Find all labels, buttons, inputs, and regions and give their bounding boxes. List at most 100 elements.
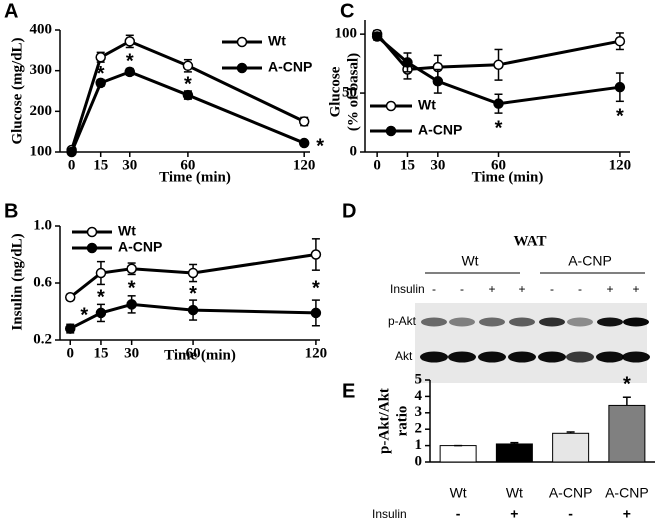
legend-marker [385,100,397,112]
legend-label: Wt [268,33,286,49]
data-point [124,66,136,78]
insulin-sign: - [550,282,554,296]
y-tick-label: 0.2 [33,331,52,347]
y-tick-label: 0 [415,453,423,469]
blot-band [566,351,594,363]
blot-row-label: Akt [395,349,413,363]
data-point [298,116,310,127]
bar [608,404,646,463]
panel-letter: D [342,200,356,222]
x-tick-label: Wt [506,485,523,501]
x-tick-label: 15 [400,157,415,173]
x-tick-label: 120 [305,345,328,361]
insulin-sign: + [510,506,518,522]
insulin-sign: + [518,282,525,296]
blot-band [597,317,623,327]
x-tick-label: 30 [430,157,445,173]
x-tick-label: 15 [93,157,108,173]
data-point [126,263,137,274]
y-axis-label: Insulin (ng/dL) [9,233,25,330]
x-tick-label: A-CNP [549,485,593,501]
y-tick-label: 100 [30,143,53,159]
data-point [64,292,76,303]
y-tick-label: 400 [30,21,53,37]
legend-marker [236,62,248,74]
x-tick-label: 30 [124,345,139,361]
error-bar [510,441,519,444]
significance-mark: * [80,304,88,326]
blot-band [420,351,448,363]
blot-image [415,303,647,383]
blot-band [448,351,476,363]
data-point [95,307,107,319]
blot-band [623,317,649,327]
blot-title: WAT [513,233,546,249]
y-axis-label: Glucose (mg/dL) [9,37,25,144]
legend-label: Wt [118,223,136,239]
blot-band [567,317,593,327]
significance-mark: * [128,277,136,299]
significance-mark: * [616,106,624,128]
legend-marker [385,125,397,137]
panel-letter: B [4,200,18,222]
insulin-sign: - [456,506,461,522]
y-tick-label: 0 [350,143,358,159]
x-axis-label: Time (min) [472,169,544,185]
x-tick-label: 120 [609,157,632,173]
y-tick-label: 3 [415,404,423,420]
blot-band [478,351,506,363]
significance-mark: * [316,135,324,157]
insulin-sign: - [578,282,582,296]
blot-band [449,317,475,327]
insulin-sign: - [432,282,436,296]
bar [552,432,590,463]
x-tick-label: 120 [293,157,316,173]
data-point [493,59,504,71]
blot-band [508,351,536,363]
blot-band [539,317,565,327]
data-point [95,77,106,89]
insulin-sign: + [606,282,613,296]
blot-band [538,351,566,363]
panel-letter: E [342,380,355,402]
y-tick-label: 4 [415,388,423,404]
insulin-sign: + [488,282,495,296]
legend-marker [236,36,248,48]
x-tick-label: 15 [93,345,108,361]
y-tick-label: 0.6 [33,274,52,290]
significance-mark: * [97,287,105,309]
error-bar [566,431,575,434]
legend-label: A-CNP [268,59,312,75]
y-tick-label: 100 [335,26,358,42]
blot-row-label: p-Akt [388,314,417,328]
significance-mark: * [184,74,192,96]
insulin-label: Insulin [390,282,425,296]
blot-band [509,317,535,327]
data-point [371,31,383,42]
x-tick-label: 0 [68,157,76,173]
insulin-sign: - [568,506,573,522]
x-axis-label: Time (min) [159,169,231,185]
y-tick-label: 2 [415,421,423,437]
y-axis-label: ratio [394,406,410,437]
data-point [614,35,626,47]
legend-marker [86,242,98,254]
significance-mark: * [126,50,134,72]
x-tick-label: 0 [373,157,381,173]
y-axis-label: (% of basal) [345,53,361,131]
significance-mark: * [189,283,197,305]
x-tick-label: A-CNP [605,485,649,501]
legend-marker [86,226,98,238]
data-point [187,304,199,316]
data-point [310,249,322,260]
error-bar [622,396,631,406]
x-tick-label: Wt [450,485,467,501]
data-point [126,299,137,310]
y-tick-label: 5 [415,371,423,387]
y-axis-label: Glucose [327,66,343,117]
data-point [310,307,322,319]
insulin-label: Insulin [372,507,407,521]
y-tick-label: 300 [30,62,53,78]
x-tick-label: 60 [180,157,195,173]
